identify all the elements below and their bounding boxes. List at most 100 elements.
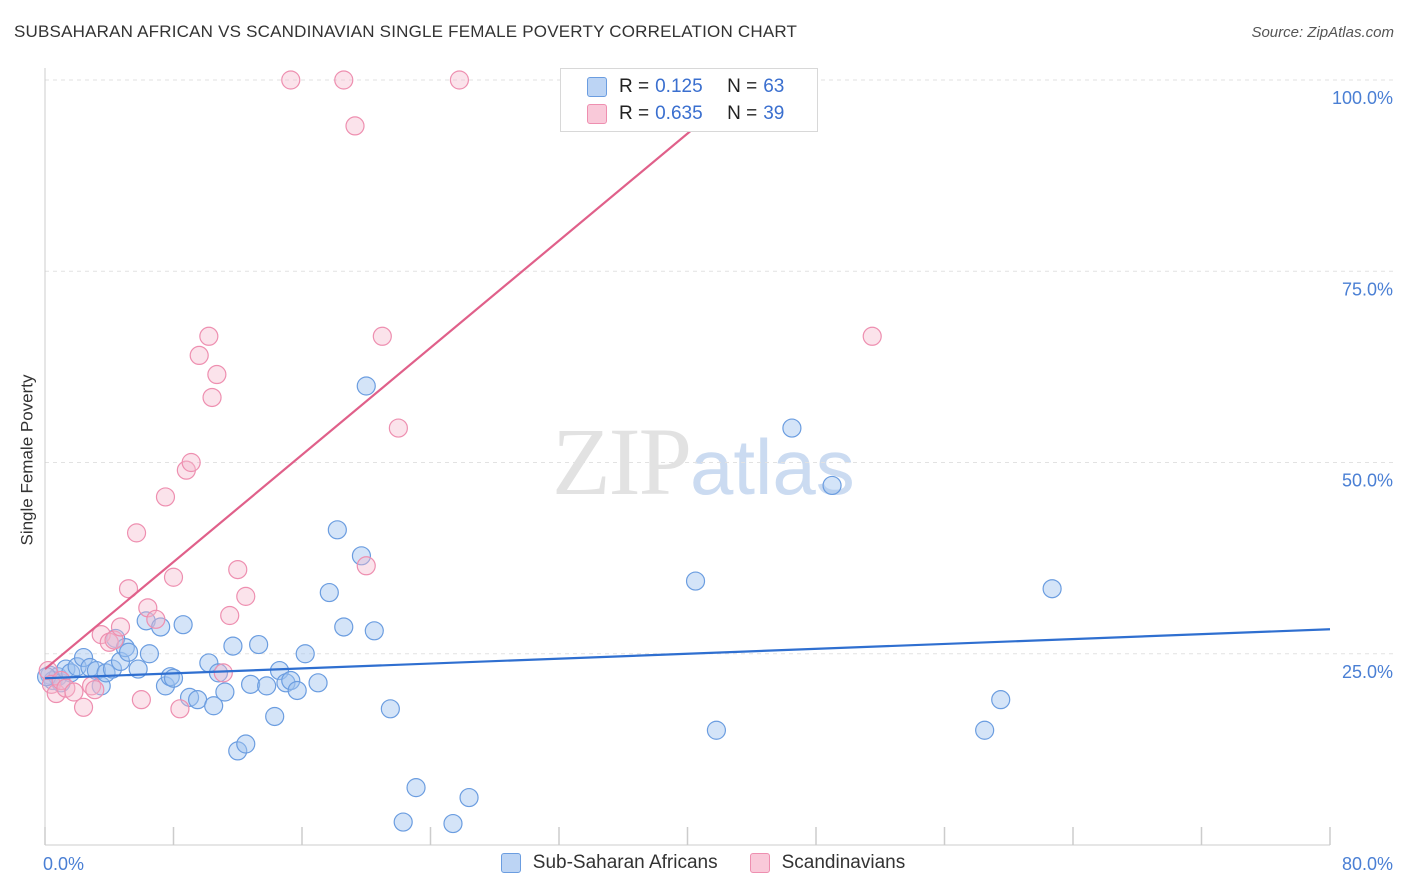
- legend-r-label: R =: [619, 103, 650, 124]
- subsaharan-point: [223, 636, 243, 656]
- subsaharan-point: [102, 659, 123, 679]
- subsaharan-point: [295, 644, 315, 664]
- scandinavian-point: [170, 699, 190, 719]
- subsaharan-point: [73, 647, 94, 668]
- source-label: Source: ZipAtlas.com: [1251, 24, 1394, 41]
- scandinavian-point: [388, 418, 408, 438]
- y-tick-label: 50.0%: [1342, 471, 1393, 491]
- x-tick-label: 0.0%: [43, 854, 84, 874]
- subsaharan-point: [173, 615, 193, 635]
- subsaharan-point: [228, 741, 248, 761]
- legend-n-value: 39: [763, 103, 785, 124]
- subsaharan-trend-line: [44, 628, 1331, 680]
- legend-r-value: 0.635: [655, 103, 703, 124]
- subsaharan-point: [155, 676, 176, 696]
- subsaharan-point: [139, 644, 160, 664]
- legend-row-subsaharan: R = 0.125 N = 63: [587, 74, 784, 100]
- scandinavian-point: [155, 487, 176, 507]
- subsaharan-point: [265, 706, 285, 727]
- correlation-legend: R = 0.125 N = 63 R = 0.635 N = 39: [560, 68, 818, 132]
- scandinavian-point: [449, 70, 470, 90]
- subsaharan-point: [822, 475, 842, 496]
- subsaharan-point: [118, 642, 139, 662]
- subsaharan-point: [351, 546, 372, 566]
- scandinavian-point: [138, 598, 158, 618]
- subsaharan-point: [163, 668, 184, 688]
- scandinavian-point: [64, 682, 84, 702]
- subsaharan-point: [1042, 579, 1062, 599]
- subsaharan-point: [380, 699, 400, 719]
- scandinavian-point: [356, 556, 376, 576]
- subsaharan-point: [706, 720, 727, 740]
- legend-r-value: 0.125: [655, 76, 703, 97]
- subsaharan-point: [356, 376, 376, 396]
- scandinavian-point: [220, 605, 240, 626]
- watermark-zip: ZIP: [552, 408, 692, 515]
- series-legend-label: Sub-Saharan Africans: [532, 852, 718, 873]
- scandinavian-point: [85, 680, 105, 700]
- scandinavian-point: [236, 586, 256, 606]
- subsaharan-point: [308, 673, 328, 693]
- legend-swatch-pink: [587, 104, 607, 124]
- legend-n-label: N =: [727, 76, 758, 97]
- scandinavian-point: [163, 567, 184, 587]
- scandinavian-point: [73, 697, 94, 717]
- scandinavian-point: [199, 326, 219, 346]
- scandinavian-point: [189, 345, 209, 365]
- scandinavian-point: [862, 326, 882, 346]
- subsaharan-point: [187, 690, 208, 710]
- scandinavian-point: [207, 364, 227, 385]
- zipatlas-watermark: ZIPatlas: [552, 406, 855, 517]
- subsaharan-point: [215, 682, 235, 702]
- subsaharan-point: [319, 582, 339, 603]
- legend-row-scandinavian: R = 0.635 N = 39: [587, 101, 784, 127]
- scandinavian-point: [118, 579, 139, 599]
- subsaharan-point: [204, 696, 224, 716]
- subsaharan-point: [334, 617, 354, 637]
- legend-n-label: N =: [727, 103, 758, 124]
- scandinavian-point: [281, 70, 301, 90]
- chart-title: SUBSAHARAN AFRICAN VS SCANDINAVIAN SINGL…: [14, 22, 798, 41]
- series-legend-item-subsaharan[interactable]: Sub-Saharan Africans: [500, 852, 718, 874]
- series-swatch-blue: [500, 853, 521, 873]
- subsaharan-point: [236, 734, 256, 754]
- subsaharan-point: [459, 787, 479, 808]
- scandinavian-point: [110, 617, 131, 637]
- scandinavian-point: [181, 452, 201, 473]
- subsaharan-point: [241, 674, 261, 694]
- series-legend-item-scandinavian[interactable]: Scandinavians: [749, 852, 906, 874]
- scandinavian-point: [345, 116, 365, 136]
- watermark-atlas: atlas: [690, 423, 855, 511]
- scandinavian-point: [131, 690, 151, 710]
- subsaharan-point: [257, 676, 277, 696]
- subsaharan-point: [443, 813, 463, 834]
- y-tick-label: 75.0%: [1342, 279, 1393, 299]
- subsaharan-point: [287, 680, 307, 701]
- subsaharan-point: [364, 621, 384, 641]
- x-tick-label: 80.0%: [1342, 854, 1393, 874]
- series-legend: Sub-Saharan Africans Scandinavians: [0, 852, 1406, 874]
- scandinavian-point: [202, 387, 222, 408]
- subsaharan-point: [327, 520, 347, 540]
- subsaharan-point: [249, 634, 269, 655]
- scandinavian-point: [228, 559, 248, 580]
- series-swatch-pink: [749, 853, 770, 873]
- y-tick-label: 25.0%: [1342, 662, 1393, 682]
- subsaharan-point: [406, 778, 426, 798]
- scandinavian-point: [91, 625, 111, 645]
- legend-n-value: 63: [763, 76, 785, 97]
- subsaharan-point: [281, 670, 301, 691]
- legend-r-label: R =: [619, 76, 650, 97]
- scandinavian-point: [372, 326, 392, 346]
- legend-swatch-blue: [587, 77, 607, 97]
- subsaharan-point: [685, 571, 706, 591]
- subsaharan-point: [991, 690, 1011, 710]
- subsaharan-point: [393, 812, 413, 832]
- subsaharan-point: [782, 418, 802, 438]
- scandinavian-point: [213, 663, 233, 683]
- y-tick-label: 100.0%: [1332, 88, 1393, 108]
- scandinavian-trend-line: [44, 79, 753, 670]
- series-legend-label: Scandinavians: [781, 852, 906, 873]
- scandinavian-point: [41, 674, 62, 694]
